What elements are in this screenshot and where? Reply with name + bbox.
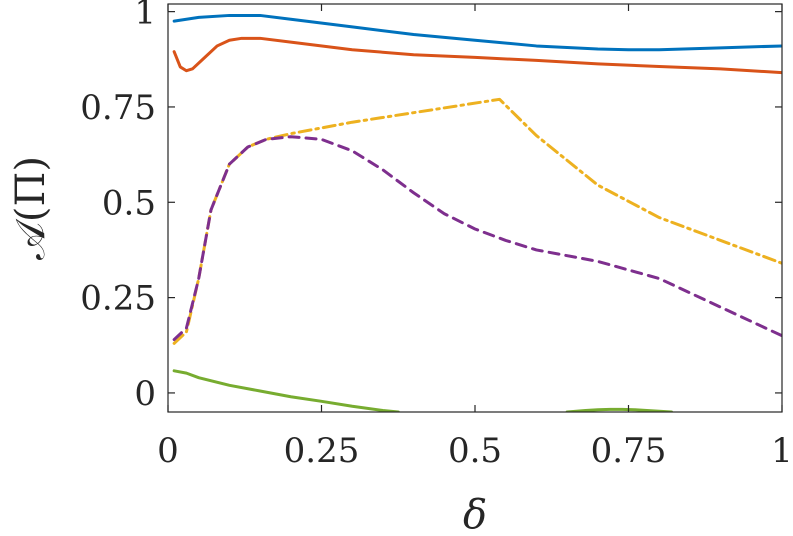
y-tick-label: 0.5 bbox=[102, 183, 156, 223]
y-tick-label: 0.25 bbox=[80, 279, 156, 319]
series-layer bbox=[172, 13, 782, 412]
x-tick-label: 0.25 bbox=[284, 431, 360, 471]
axes-box bbox=[167, 3, 783, 413]
y-tick-label: 0 bbox=[134, 374, 156, 414]
x-tick-label: 0.75 bbox=[591, 431, 667, 471]
y-tick-label: 1 bbox=[134, 0, 156, 33]
x-tick-label: 0 bbox=[157, 431, 179, 471]
series-line-3 bbox=[172, 97, 782, 345]
y-tick-label: 0.75 bbox=[80, 88, 156, 128]
x-tick-label: 1 bbox=[771, 431, 793, 471]
series-line-6 bbox=[565, 407, 673, 412]
x-tick-label: 0.5 bbox=[448, 431, 502, 471]
series-line-5 bbox=[172, 369, 400, 412]
series-line-2 bbox=[172, 36, 782, 75]
y-ticks: 0 0.25 0.5 0.75 1 bbox=[80, 0, 782, 414]
y-axis-label: 𝒜(Π) bbox=[8, 156, 54, 260]
series-line-4 bbox=[172, 135, 782, 342]
x-ticks: 0 0.25 0.5 0.75 1 bbox=[157, 4, 793, 471]
series-line-1 bbox=[172, 13, 782, 52]
x-axis-label: δ bbox=[463, 492, 487, 536]
